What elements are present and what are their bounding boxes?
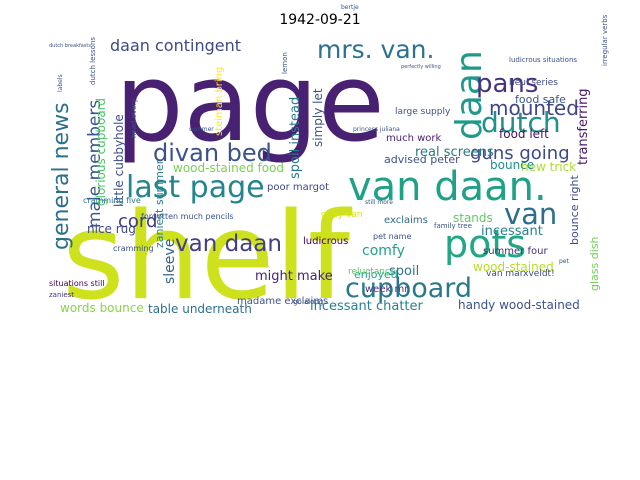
word-36: might make: [255, 269, 333, 284]
word-62: forgotten much pencils: [141, 212, 234, 221]
word-55: cissy van: [321, 210, 363, 220]
word-15: daan contingent: [110, 36, 241, 55]
word-0: page: [115, 41, 385, 166]
word-43: spoil: [389, 264, 419, 279]
word-1: shelf: [62, 188, 353, 327]
word-65: large supply: [395, 107, 451, 117]
word-76: dutch lessons: [89, 37, 97, 85]
word-80: pet: [559, 258, 570, 265]
word-52: summer four: [483, 246, 548, 257]
word-48: table underneath: [148, 302, 252, 316]
word-59: week mr.: [365, 284, 411, 295]
word-33: ludicrous situations: [509, 56, 577, 64]
word-69: bertje: [341, 4, 359, 11]
word-9: dutch: [481, 106, 561, 139]
word-42: stands: [453, 211, 493, 225]
word-67: still more: [365, 199, 393, 206]
word-71: steiman bring: [214, 67, 225, 136]
word-57: pet name: [373, 232, 411, 241]
word-64: zaniest: [49, 291, 74, 299]
word-30: bounce: [490, 158, 534, 172]
word-38: bounce right: [568, 174, 581, 245]
word-51: handy wood-stained: [458, 298, 580, 312]
word-50: incessant chatter: [310, 299, 424, 314]
word-2: van daan.: [348, 164, 547, 210]
word-56: ludicrous: [303, 236, 348, 247]
word-19: food safe: [515, 93, 566, 106]
word-45: exclaims: [384, 215, 428, 226]
word-11: van: [504, 197, 557, 231]
word-70: lemon: [281, 52, 289, 74]
word-7: daan: [449, 50, 490, 140]
word-13: van daan: [175, 231, 282, 257]
word-21: glorious cupboard: [94, 98, 108, 206]
word-23: spoil instead: [288, 97, 303, 179]
word-46: madame exclaims: [237, 296, 328, 307]
word-37: incessant: [481, 224, 543, 239]
word-35: sleeve: [162, 239, 178, 284]
word-41: wood-stained: [473, 260, 554, 274]
word-72: summer: [189, 126, 214, 133]
word-54: zaniest summer: [153, 159, 166, 248]
word-10: divan bed: [153, 139, 272, 167]
word-49: words bounce: [60, 301, 144, 315]
word-79: irregular verbs: [601, 14, 609, 66]
word-68: go along: [293, 298, 323, 306]
word-47: poor margot: [267, 182, 329, 193]
word-26: real screens: [415, 145, 494, 160]
word-5: pots: [444, 222, 526, 266]
word-77: dutch breakfasts: [49, 43, 91, 49]
figure-title: 1942-09-21: [279, 12, 361, 28]
word-3: last page: [126, 170, 265, 205]
word-29: new trick: [521, 160, 576, 174]
word-75: perfectly willing: [401, 64, 441, 70]
word-73: head every: [130, 99, 138, 138]
word-20: food left: [499, 127, 549, 141]
word-60: cramming: [113, 244, 154, 253]
word-39: glass dish: [588, 236, 601, 291]
word-63: situations still: [49, 279, 105, 288]
word-12: general news: [49, 102, 74, 250]
word-53: van marxveldt!: [486, 269, 555, 279]
word-58: reluctance: [348, 267, 396, 277]
word-25: transferring: [576, 88, 591, 165]
word-22: little cubbyhole: [112, 114, 126, 207]
word-66: family tree: [434, 222, 472, 230]
word-44: enjoyed: [354, 268, 398, 281]
word-34: nice rug: [87, 222, 136, 236]
word-78: labels: [57, 74, 64, 92]
word-17: guns going: [470, 143, 570, 164]
word-74: princess juliana: [353, 126, 400, 133]
word-4: mrs. van.: [317, 35, 434, 64]
word-18: cord: [118, 211, 157, 232]
word-6: cupboard: [345, 273, 472, 304]
word-32: heul series: [509, 78, 558, 88]
word-40: comfy: [362, 243, 405, 259]
word-8: pans: [476, 69, 538, 99]
word-31: much work: [386, 133, 442, 144]
word-24: simply let: [311, 88, 325, 147]
word-14: mounted: [489, 96, 579, 120]
word-61: cramming five: [83, 196, 141, 205]
word-16: male members: [85, 100, 105, 228]
word-27: advised peter: [384, 153, 460, 166]
word-28: wood-stained food: [173, 161, 284, 175]
